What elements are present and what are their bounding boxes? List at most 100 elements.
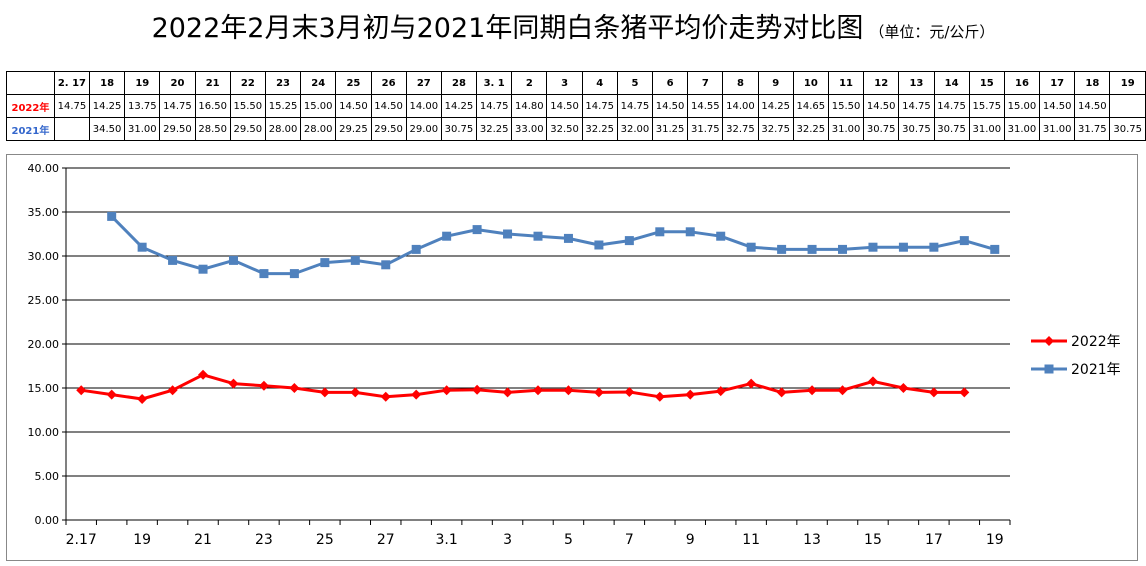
table-header-cell: 22 bbox=[229, 71, 266, 95]
x-tick-label: 19 bbox=[133, 532, 151, 548]
table-header-cell: 27 bbox=[405, 71, 442, 95]
data-point bbox=[655, 227, 665, 237]
table-header-cell: 14 bbox=[933, 71, 970, 95]
table-header-cell: 8 bbox=[722, 71, 759, 95]
data-point bbox=[898, 383, 909, 393]
table-header-cell: 21 bbox=[194, 71, 231, 95]
data-point bbox=[807, 244, 817, 254]
table-cell: 30.75 bbox=[933, 117, 970, 141]
data-point bbox=[320, 258, 330, 268]
table-cell: 13.75 bbox=[124, 94, 161, 118]
data-point bbox=[411, 389, 422, 400]
chart-title: 2022年2月末3月初与2021年同期白条猪平均价走势对比图 bbox=[151, 13, 864, 44]
data-point bbox=[624, 386, 635, 397]
table-header-cell: 18 bbox=[89, 71, 126, 95]
table-cell: 29.50 bbox=[229, 117, 266, 141]
data-point bbox=[411, 244, 421, 254]
data-point bbox=[258, 380, 269, 391]
table-header-cell: 3 bbox=[546, 71, 583, 95]
table-cell: 30.75 bbox=[1109, 117, 1146, 141]
table-header-cell: 17 bbox=[1039, 71, 1076, 95]
data-point bbox=[472, 225, 482, 235]
table-cell: 32.25 bbox=[581, 117, 618, 141]
table-header-cell: 26 bbox=[370, 71, 407, 95]
table-header-cell: 19 bbox=[124, 71, 161, 95]
data-point bbox=[776, 387, 787, 398]
series-line-1 bbox=[80, 373, 965, 401]
table-cell: 32.25 bbox=[476, 117, 513, 141]
x-tick-label: 17 bbox=[925, 532, 943, 548]
series-line-2 bbox=[110, 215, 996, 276]
table-cell: 15.75 bbox=[968, 94, 1005, 118]
table-cell: 34.50 bbox=[89, 117, 126, 141]
data-point bbox=[746, 242, 756, 252]
data-point bbox=[654, 391, 665, 402]
data-point bbox=[533, 385, 543, 396]
table-cell: 14.50 bbox=[1039, 94, 1076, 118]
data-point bbox=[381, 260, 391, 270]
y-tick-label: 0.00 bbox=[35, 514, 60, 527]
table-cell: 15.50 bbox=[827, 94, 865, 118]
table-cell: 31.00 bbox=[968, 117, 1005, 141]
table-header-cell: 19 bbox=[1109, 71, 1146, 95]
table-cell: 33.00 bbox=[511, 117, 548, 141]
x-tick-label: 19 bbox=[986, 532, 1004, 548]
table-cell: 15.50 bbox=[229, 94, 266, 118]
table-header-cell: 7 bbox=[687, 71, 724, 95]
data-point bbox=[563, 233, 573, 243]
legend-marker bbox=[1044, 336, 1054, 346]
table-header-cell: 9 bbox=[757, 71, 794, 95]
table-cell: 30.75 bbox=[863, 117, 900, 141]
x-tick-label: 3 bbox=[503, 532, 512, 548]
table-row-label: 2021年 bbox=[6, 117, 55, 141]
data-point bbox=[350, 255, 360, 265]
table-cell: 14.00 bbox=[722, 94, 759, 118]
table-cell: 14.55 bbox=[687, 94, 724, 118]
table-cell bbox=[53, 117, 91, 141]
title-area: 2022年2月末3月初与2021年同期白条猪平均价走势对比图 （单位：元/公斤） bbox=[0, 6, 1146, 45]
table-cell: 14.25 bbox=[757, 94, 794, 118]
table-cell: 16.50 bbox=[194, 94, 231, 118]
data-point bbox=[228, 378, 239, 389]
data-point bbox=[593, 387, 604, 398]
table-header-cell: 6 bbox=[652, 71, 689, 95]
data-point bbox=[928, 387, 939, 398]
data-point bbox=[137, 242, 147, 252]
table-cell: 14.50 bbox=[1074, 94, 1111, 118]
table-cell: 32.75 bbox=[757, 117, 794, 141]
table-cell: 14.75 bbox=[898, 94, 935, 118]
y-tick-label: 30.00 bbox=[28, 250, 60, 263]
table-cell: 31.75 bbox=[1074, 117, 1111, 141]
data-point bbox=[168, 255, 178, 265]
data-point bbox=[472, 384, 483, 395]
table-cell: 14.80 bbox=[511, 94, 548, 118]
data-point bbox=[198, 369, 209, 380]
data-point bbox=[167, 385, 178, 396]
table-header-cell: 12 bbox=[863, 71, 900, 95]
data-point bbox=[837, 385, 848, 396]
table-cell: 14.75 bbox=[53, 94, 91, 118]
x-tick-label: 27 bbox=[377, 532, 395, 548]
table-header-cell: 15 bbox=[968, 71, 1005, 95]
table-cell: 31.00 bbox=[1039, 117, 1076, 141]
data-point bbox=[106, 389, 117, 400]
data-point bbox=[777, 244, 787, 254]
table-cell: 29.25 bbox=[335, 117, 372, 141]
x-tick-label: 7 bbox=[625, 532, 634, 548]
y-tick-label: 20.00 bbox=[28, 338, 60, 351]
table-cell: 31.00 bbox=[827, 117, 865, 141]
table-cell: 14.25 bbox=[440, 94, 478, 118]
data-point bbox=[198, 264, 208, 274]
y-tick-label: 35.00 bbox=[28, 206, 60, 219]
table-cell: 14.75 bbox=[159, 94, 196, 118]
table-cell: 31.00 bbox=[1003, 117, 1041, 141]
table-header-cell: 2 bbox=[511, 71, 548, 95]
table-cell: 28.00 bbox=[300, 117, 337, 141]
data-point bbox=[289, 269, 299, 279]
data-point bbox=[838, 244, 848, 254]
table-cell: 14.50 bbox=[546, 94, 583, 118]
table-cell: 29.50 bbox=[370, 117, 407, 141]
table-header-cell: 4 bbox=[581, 71, 618, 95]
table-cell: 32.00 bbox=[616, 117, 654, 141]
